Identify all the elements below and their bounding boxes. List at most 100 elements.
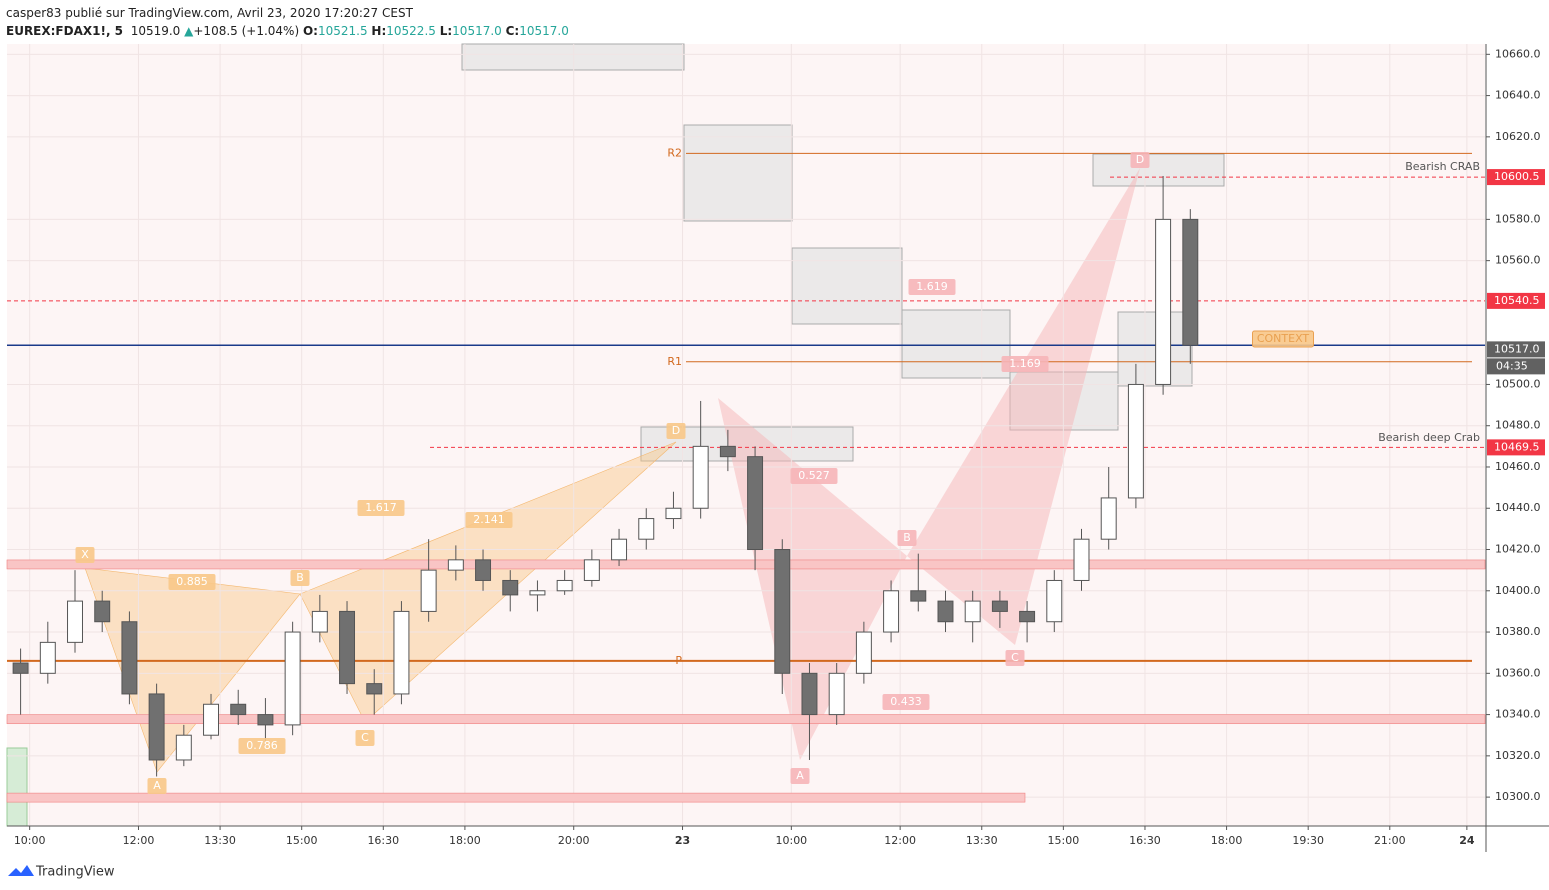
annotation: 2.141 — [473, 513, 505, 526]
h: 10522.5 — [386, 24, 436, 38]
annotation-bg — [908, 279, 956, 295]
annotation: 1.619 — [916, 280, 948, 293]
grid — [7, 44, 1485, 826]
annotation-bg — [238, 738, 286, 754]
y-tick-label: 10400.0 — [1495, 584, 1541, 597]
x-tick-label: 13:30 — [966, 834, 998, 847]
annotation-bg — [465, 512, 513, 528]
x-tick-label: 12:00 — [123, 834, 155, 847]
candle-body — [1127, 383, 1144, 499]
annotation-bg — [897, 530, 917, 546]
candle-body — [991, 600, 1008, 612]
header: casper83 publié sur TradingView.com, Avr… — [6, 4, 569, 40]
candle-body — [1019, 610, 1036, 623]
candle-body — [284, 631, 301, 726]
candle-body — [475, 559, 492, 581]
candle-body — [638, 518, 655, 540]
annotation: X — [81, 548, 89, 561]
candle-body — [937, 600, 954, 623]
logo — [8, 865, 34, 876]
candle-body — [12, 662, 29, 674]
y-tick-label: 10360.0 — [1495, 666, 1541, 679]
y-tick-label: 10660.0 — [1495, 47, 1541, 60]
candle-body — [692, 445, 709, 509]
y-tick-label: 10420.0 — [1495, 543, 1541, 556]
x-tick-label: 23 — [675, 834, 690, 847]
y-tick-label: 10300.0 — [1495, 790, 1541, 803]
annotation: Bearish CRAB — [1405, 160, 1480, 173]
x-tick-label: 10:00 — [775, 834, 807, 847]
annotations: Bearish CRAB Bearish deep Crab CONTEXT X A B C… — [75, 152, 1480, 794]
x-tick-label: 15:00 — [1048, 834, 1080, 847]
candle-body — [1182, 218, 1199, 346]
candle-body — [883, 590, 900, 633]
author-line: casper83 publié sur TradingView.com, Avr… — [6, 6, 413, 20]
annotation: Bearish deep Crab — [1378, 431, 1480, 444]
x-tick-label: 18:00 — [1211, 834, 1243, 847]
y-tick-label: 10460.0 — [1495, 460, 1541, 473]
annotation: 0.885 — [176, 575, 208, 588]
h-label: H: — [371, 24, 387, 38]
countdown: 04:35 — [1496, 359, 1528, 372]
annotation-bg — [666, 423, 686, 439]
annotation-bg — [290, 570, 310, 586]
annotation-bg — [882, 694, 930, 710]
annotation: 1.169 — [1009, 357, 1041, 370]
quote-line: EUREX:FDAX1!, 5 10519.0 ▲+108.5 (+1.04%)… — [6, 22, 569, 40]
l-label: L: — [439, 24, 453, 38]
candle-body — [39, 641, 56, 674]
candle-body — [121, 621, 138, 695]
price-tag-label: 10517.0 — [1494, 342, 1540, 355]
o: 10521.5 — [317, 24, 368, 38]
countdown-bg — [1487, 358, 1545, 375]
price-tag-label: 10600.5 — [1494, 170, 1540, 183]
x-tick-label: 10:00 — [14, 834, 46, 847]
annotation-bg — [1005, 650, 1025, 666]
y-tick-label: 10580.0 — [1495, 212, 1541, 225]
candle-body — [719, 445, 736, 458]
side-panel — [6, 747, 28, 827]
zone — [6, 559, 1486, 570]
price-tag-label: 10469.5 — [1494, 440, 1540, 453]
x-tick-label: 19:30 — [1292, 834, 1324, 847]
brand: TradingView — [35, 865, 115, 880]
x-tick-label: 15:00 — [286, 834, 318, 847]
annotation-bg — [75, 547, 95, 563]
y-tick-label: 10320.0 — [1495, 749, 1541, 762]
x-tick-label: 20:00 — [558, 834, 590, 847]
candle-body — [801, 672, 818, 716]
annotation: D — [672, 424, 680, 437]
y-tick-label: 10380.0 — [1495, 625, 1541, 638]
y-tick-label: 10480.0 — [1495, 419, 1541, 432]
zone — [6, 714, 1486, 725]
y-tick-label: 10640.0 — [1495, 89, 1541, 102]
price-tag — [1487, 439, 1545, 456]
x-tick-label: 16:30 — [1129, 834, 1161, 847]
candle-body — [665, 507, 682, 520]
candle-body — [447, 559, 464, 571]
candle-body — [257, 714, 274, 726]
annotation-bg — [790, 468, 838, 484]
annotation-bg — [1001, 356, 1049, 372]
annotation: 0.786 — [246, 739, 278, 752]
x-tick-label: 18:00 — [449, 834, 481, 847]
x-tick-label: 12:00 — [884, 834, 916, 847]
annotation: A — [153, 779, 161, 792]
candle-body — [1046, 579, 1063, 623]
y-tick-label: 10560.0 — [1495, 254, 1541, 267]
annotation-bg — [168, 574, 216, 590]
annotation: C — [1011, 651, 1019, 664]
x-tick-label: 24 — [1459, 834, 1475, 847]
candle-body — [583, 559, 600, 581]
candle-body — [393, 610, 410, 695]
candle-body — [420, 569, 437, 612]
y-tick-label: 10340.0 — [1495, 708, 1541, 721]
annotation: 1.617 — [365, 501, 397, 514]
candle-body — [910, 590, 927, 602]
zone — [6, 792, 1026, 803]
annotation-bg — [355, 730, 375, 746]
candles — [12, 176, 1199, 777]
change: +108.5 (+1.04%) — [193, 24, 300, 38]
